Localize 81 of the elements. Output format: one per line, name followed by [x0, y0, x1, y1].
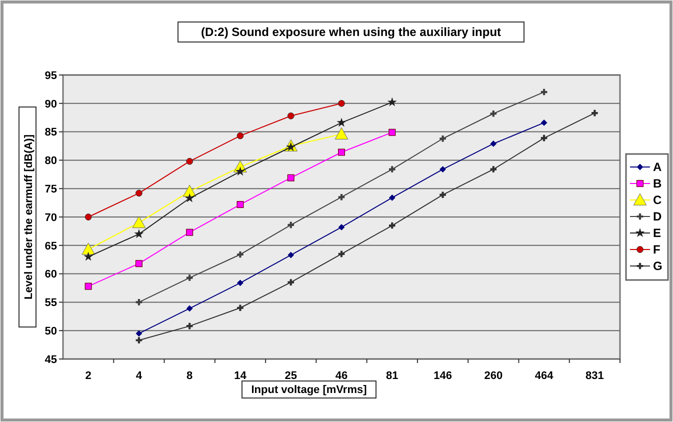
point [186, 228, 194, 236]
point [338, 250, 345, 258]
point [132, 216, 146, 228]
point [184, 193, 194, 202]
x-tick-label: 46 [335, 370, 348, 382]
point [186, 158, 194, 165]
point [336, 118, 346, 127]
y-tick-label: 70 [44, 212, 57, 224]
point [388, 194, 396, 201]
y-tick-label: 60 [44, 268, 57, 281]
point [288, 252, 294, 258]
point [82, 242, 95, 255]
point [236, 132, 244, 140]
y-axis-title: Level under the earmuff [dB(A)] [23, 134, 35, 300]
point [135, 260, 142, 268]
y-tick-label: 55 [44, 297, 57, 310]
legend-label: D [653, 210, 662, 224]
point [440, 166, 446, 172]
point [236, 201, 244, 208]
point [490, 140, 497, 147]
point [387, 97, 397, 106]
point [592, 110, 598, 116]
chart-title: (D:2) Sound exposure when using the auxiliary input [200, 25, 502, 39]
x-tick-label: 8 [186, 370, 193, 382]
point [186, 274, 193, 281]
point [288, 222, 294, 228]
point [186, 305, 193, 312]
point [237, 280, 244, 286]
point [84, 282, 92, 290]
x-tick-label: 831 [586, 370, 604, 382]
point [388, 166, 396, 172]
x-tick-label: 81 [386, 370, 398, 382]
point [540, 134, 548, 142]
point [540, 120, 548, 126]
point [136, 330, 142, 337]
point [338, 100, 345, 107]
point [237, 304, 244, 312]
point [136, 337, 142, 344]
point [136, 299, 142, 306]
point [490, 166, 497, 172]
y-tick-label: 65 [44, 240, 57, 252]
point [338, 148, 345, 156]
point [388, 128, 396, 136]
legend-label: A [653, 160, 662, 174]
x-tick-label: 464 [534, 370, 554, 382]
point [334, 127, 348, 140]
y-tick-label: 95 [44, 70, 57, 82]
point [288, 279, 294, 286]
legend-label: G [653, 259, 662, 274]
point [186, 322, 193, 330]
point [490, 110, 497, 117]
y-tick-label: 50 [44, 325, 57, 338]
x-tick-label: 146 [434, 370, 452, 382]
y-tick-label: 80 [44, 155, 57, 168]
y-tick-label: 75 [44, 183, 57, 196]
y-tick-label: 90 [44, 98, 57, 110]
point [338, 194, 345, 200]
point [540, 88, 548, 96]
point [84, 252, 94, 261]
x-axis-title: Input voltage [mVrms] [251, 384, 368, 396]
point [136, 190, 142, 197]
point [182, 184, 196, 197]
point [287, 112, 294, 120]
x-tick-label: 25 [284, 370, 297, 382]
point [287, 174, 294, 182]
point [237, 251, 244, 258]
point [388, 222, 396, 229]
legend-label: E [653, 226, 662, 240]
legend-label: C [653, 193, 662, 208]
legend-label: B [653, 176, 662, 191]
x-tick-label: 4 [136, 370, 143, 382]
y-tick-label: 85 [44, 126, 57, 139]
point [440, 192, 446, 198]
legend-label: F [653, 242, 660, 257]
x-tick-label: 2 [85, 370, 92, 382]
x-tick-label: 14 [234, 370, 248, 382]
point [440, 135, 446, 142]
y-tick-label: 45 [44, 354, 57, 366]
x-tick-label: 260 [484, 370, 503, 382]
point [134, 229, 144, 238]
point [84, 214, 92, 220]
